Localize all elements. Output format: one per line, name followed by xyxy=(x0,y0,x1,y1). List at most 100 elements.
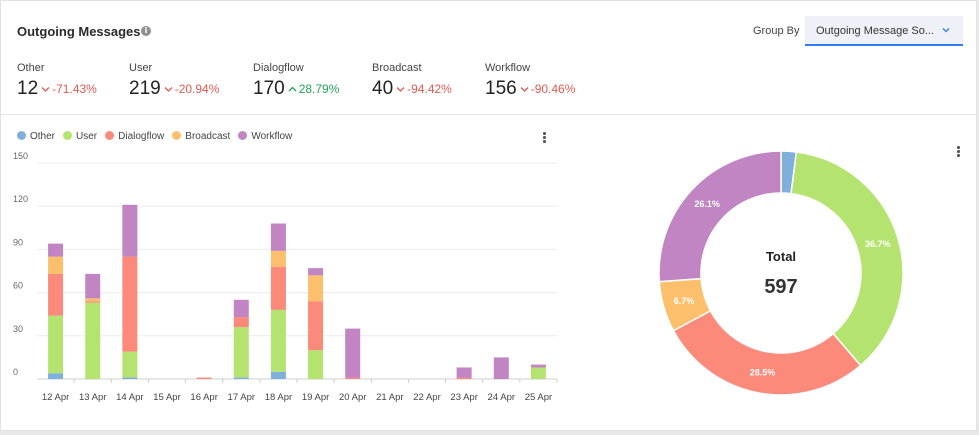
y-tick-label: 90 xyxy=(13,237,23,247)
x-tick-label: 22 Apr xyxy=(413,392,440,403)
stat-change: -94.42% xyxy=(407,82,452,96)
x-tick-label: 16 Apr xyxy=(190,392,217,403)
stat-value: 170 xyxy=(253,78,285,99)
chevron-down-icon xyxy=(942,28,950,33)
chart-legend: Other User Dialogflow Broadcast Workflow xyxy=(17,131,300,142)
stat-workflow: Workflow 156 -90.46% xyxy=(485,62,575,100)
bar-workflow-24-apr[interactable] xyxy=(493,357,509,379)
legend-swatch xyxy=(63,131,73,140)
bar-user-18-apr[interactable] xyxy=(270,309,286,372)
page-title: Outgoing Messages xyxy=(17,24,141,39)
stat-value: 40 xyxy=(372,78,394,99)
stat-dialogflow: Dialogflow 170 28.79% xyxy=(253,62,339,100)
legend-item-workflow[interactable]: Workflow xyxy=(238,131,292,142)
stat-value: 12 xyxy=(17,78,39,99)
bar-dialogflow-20-apr[interactable] xyxy=(345,377,361,379)
bar-other-12-apr[interactable] xyxy=(48,373,64,379)
stat-change: -71.43% xyxy=(52,82,97,96)
bar-dialogflow-17-apr[interactable] xyxy=(233,317,249,328)
bar-broadcast-13-apr[interactable] xyxy=(85,298,101,302)
x-tick-label: 25 Apr xyxy=(525,392,552,403)
legend-label: Workflow xyxy=(251,131,293,142)
arrow-down-icon xyxy=(164,86,173,92)
x-tick-label: 15 Apr xyxy=(153,392,180,403)
x-tick-label: 21 Apr xyxy=(376,392,403,403)
bar-dialogflow-12-apr[interactable] xyxy=(48,273,64,316)
bar-other-18-apr[interactable] xyxy=(270,371,286,379)
donut-slice-label: 36.7% xyxy=(865,239,891,249)
arrow-down-icon xyxy=(396,86,405,92)
divider xyxy=(1,114,978,115)
bar-workflow-20-apr[interactable] xyxy=(345,328,361,378)
bar-broadcast-12-apr[interactable] xyxy=(48,256,64,274)
group-by-label: Group By xyxy=(753,25,800,37)
bar-workflow-25-apr[interactable] xyxy=(530,364,546,368)
bar-user-12-apr[interactable] xyxy=(48,315,64,374)
bar-broadcast-19-apr[interactable] xyxy=(308,275,324,302)
bar-other-14-apr[interactable] xyxy=(122,377,138,379)
y-tick-label: 120 xyxy=(13,194,28,204)
bar-user-17-apr[interactable] xyxy=(233,327,249,378)
legend-item-other[interactable]: Other xyxy=(17,131,55,142)
bar-user-19-apr[interactable] xyxy=(308,350,324,379)
legend-swatch xyxy=(172,131,182,140)
stat-broadcast: Broadcast 40 -94.42% xyxy=(372,62,452,100)
arrow-down-icon xyxy=(41,86,50,92)
bar-dialogflow-18-apr[interactable] xyxy=(270,266,286,310)
legend-item-broadcast[interactable]: Broadcast xyxy=(172,131,230,142)
legend-label: Broadcast xyxy=(185,131,231,142)
donut-slice-label: 28.5% xyxy=(750,367,776,377)
stat-value: 219 xyxy=(129,78,161,99)
pie-chart-menu-icon[interactable] xyxy=(957,146,961,158)
legend-label: Dialogflow xyxy=(118,131,165,142)
bar-user-14-apr[interactable] xyxy=(122,351,138,378)
x-tick-label: 12 Apr xyxy=(42,392,69,403)
legend-item-dialogflow[interactable]: Dialogflow xyxy=(105,131,164,142)
arrow-up-icon xyxy=(288,86,297,91)
donut-slice-workflow[interactable] xyxy=(658,150,782,283)
bar-dialogflow-13-apr[interactable] xyxy=(85,301,101,303)
y-tick-label: 60 xyxy=(13,281,23,291)
donut-slice-label: 26.1% xyxy=(694,199,720,209)
group-by-select[interactable]: Outgoing Message So... xyxy=(805,16,963,46)
stat-label: Dialogflow xyxy=(253,62,304,74)
info-icon[interactable]: i xyxy=(141,26,151,36)
x-tick-label: 13 Apr xyxy=(79,392,106,403)
bar-workflow-17-apr[interactable] xyxy=(233,299,249,318)
bar-chart: 0 30 60 90 120 150 12 Apr 13 Apr 14 Apr 15 Apr 16 … xyxy=(13,151,558,403)
bar-dialogflow-14-apr[interactable] xyxy=(122,256,138,352)
bar-user-13-apr[interactable] xyxy=(85,302,101,379)
y-tick-label: 0 xyxy=(13,367,18,377)
stat-other: Other 12 -71.43% xyxy=(17,62,97,100)
x-tick-label: 19 Apr xyxy=(302,392,329,403)
stat-user: User 219 -20.94% xyxy=(129,62,219,100)
bar-workflow-12-apr[interactable] xyxy=(48,243,64,257)
stat-change: -20.94% xyxy=(174,82,220,96)
donut-slice-dialogflow[interactable] xyxy=(672,309,862,396)
stat-value: 156 xyxy=(485,78,517,99)
bar-workflow-19-apr[interactable] xyxy=(308,268,324,276)
legend-label: User xyxy=(76,131,98,142)
bar-broadcast-18-apr[interactable] xyxy=(270,250,286,267)
bar-dialogflow-19-apr[interactable] xyxy=(308,301,324,351)
x-tick-label: 14 Apr xyxy=(116,392,143,403)
x-tick-label: 23 Apr xyxy=(450,392,477,403)
bar-workflow-13-apr[interactable] xyxy=(85,273,101,299)
bar-workflow-23-apr[interactable] xyxy=(456,367,472,378)
donut-slice-user[interactable] xyxy=(790,151,904,367)
bar-chart-menu-icon[interactable] xyxy=(543,132,547,144)
donut-center-value: 597 xyxy=(764,276,797,298)
legend-swatch xyxy=(105,131,115,140)
bar-dialogflow-16-apr[interactable] xyxy=(196,377,212,379)
legend-item-user[interactable]: User xyxy=(63,131,97,142)
donut-slice-label: 6.7% xyxy=(674,296,695,306)
bar-user-25-apr[interactable] xyxy=(530,367,546,379)
bar-other-17-apr[interactable] xyxy=(233,377,249,379)
stat-change: -90.46% xyxy=(530,82,576,96)
bar-dialogflow-23-apr[interactable] xyxy=(456,377,472,379)
bar-workflow-18-apr[interactable] xyxy=(270,223,286,251)
bar-workflow-14-apr[interactable] xyxy=(122,204,138,257)
stat-change: 28.79% xyxy=(298,82,340,96)
stat-label: Workflow xyxy=(485,62,531,74)
